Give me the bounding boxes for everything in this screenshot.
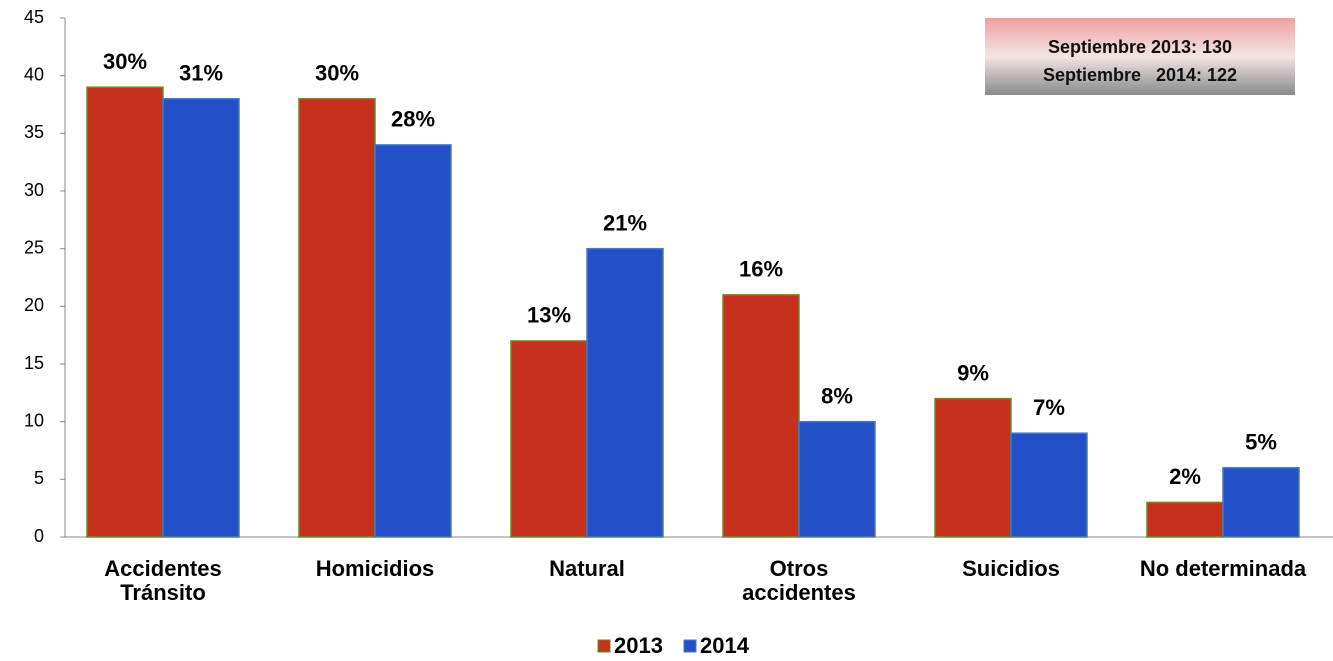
y-tick-label: 40 — [24, 64, 44, 84]
y-tick-label: 25 — [24, 237, 44, 257]
y-tick-label: 45 — [24, 7, 44, 27]
data-label: 13% — [527, 303, 571, 328]
bar — [1010, 432, 1088, 538]
y-tick-label: 35 — [24, 122, 44, 142]
bar — [1222, 467, 1300, 538]
bar — [722, 294, 800, 538]
data-label: 2% — [1169, 464, 1201, 489]
bar — [586, 247, 664, 538]
data-label: 30% — [103, 49, 147, 74]
y-tick-label: 5 — [34, 468, 44, 488]
x-tick-label: Homicidios — [316, 556, 435, 581]
y-tick-label: 15 — [24, 353, 44, 373]
data-label: 31% — [179, 61, 223, 86]
y-tick-label: 10 — [24, 410, 44, 430]
bar — [1146, 501, 1224, 538]
data-label: 9% — [957, 360, 989, 385]
x-tick-label: Otros accidentes — [742, 556, 856, 605]
y-tick-label: 20 — [24, 295, 44, 315]
data-label: 5% — [1245, 430, 1277, 455]
bar — [298, 97, 376, 538]
x-tick-label: Accidentes Tránsito — [104, 556, 221, 605]
annotation: Septiembre 2013: 130 — [1048, 37, 1232, 57]
data-label: 16% — [739, 257, 783, 282]
annotation: Septiembre 2014: 122 — [1043, 65, 1237, 85]
bar — [162, 97, 240, 538]
data-label: 30% — [315, 61, 359, 86]
x-tick-label: Natural — [549, 556, 625, 581]
data-label: 7% — [1033, 395, 1065, 420]
x-tick-label: No determinada — [1140, 556, 1307, 581]
data-label: 28% — [391, 107, 435, 132]
legend-swatch — [683, 639, 697, 653]
data-label: 8% — [821, 383, 853, 408]
y-tick-label: 30 — [24, 180, 44, 200]
annotation-box — [985, 18, 1295, 95]
bar — [934, 397, 1012, 538]
data-label: 21% — [603, 210, 647, 235]
legend-label: 2014 — [700, 633, 750, 658]
bar — [798, 420, 876, 538]
bar — [510, 340, 588, 538]
bar — [374, 144, 452, 538]
x-tick-label: Suicidios — [962, 556, 1060, 581]
legend-label: 2013 — [614, 633, 663, 658]
y-tick-label: 0 — [34, 526, 44, 546]
legend-swatch — [597, 639, 611, 653]
bar — [86, 86, 164, 538]
